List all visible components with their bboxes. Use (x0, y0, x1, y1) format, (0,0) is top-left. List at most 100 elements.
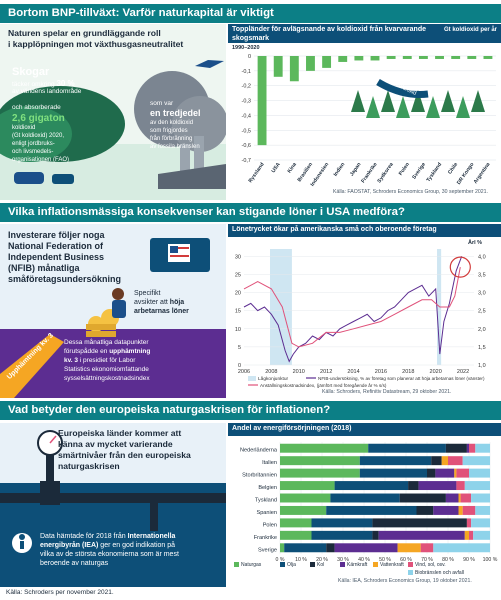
skogar-prefix: täcker omkring (12, 81, 57, 88)
wages-ytick-right: 2,5 (478, 309, 486, 315)
carbon-bar (386, 56, 396, 59)
wages-ytick-right: 2,0 (478, 327, 486, 333)
wages-xtick: 2012 (320, 369, 332, 375)
legend-recession-label: Lågkonjunktur (258, 375, 289, 382)
wages-series-line (243, 267, 461, 348)
energy-bar-segment (466, 443, 469, 453)
energy-chart-title: Andel av energiförsörjningen (2018) (228, 423, 501, 436)
section-header-wages: Vilka inflationsmässiga konsekvenser kan… (0, 203, 501, 222)
wages-detail-bold1: upphämtning (109, 348, 151, 355)
energy-bar-segment (458, 505, 463, 515)
tredjedel-line5: från förbränning (150, 136, 193, 142)
energy-bar-segment (368, 443, 446, 453)
wages-infographic: Investerare följer noga National Federat… (0, 224, 226, 398)
carbon-xtick: Polen (398, 162, 411, 177)
energy-bar-segment (359, 468, 427, 478)
energy-bar-segment (280, 493, 331, 503)
energy-legend-label: Naturgas (241, 562, 262, 568)
wages-ytick-left: 10 (235, 327, 241, 333)
energy-legend-swatch (373, 562, 378, 567)
energy-bar-segment (471, 493, 490, 503)
energy-bar-segment (462, 505, 476, 515)
forest-scene (0, 60, 226, 200)
energy-category-label: Sverige (258, 547, 277, 553)
specifikt-line1: Specifikt (134, 290, 161, 297)
energy-bar-segment (280, 505, 327, 515)
energy-bar-segment (433, 505, 459, 515)
energy-bar-segment (445, 443, 467, 453)
energy-bar-segment (359, 456, 432, 466)
carbon-xtick: Ryssland (248, 162, 266, 184)
forest-intro-line1: Naturen spelar en grundläggande roll (8, 28, 161, 38)
specifikt-line2: avsikter att höja (134, 299, 184, 307)
specifikt-line3: arbetarnas löner (134, 308, 189, 315)
wages-line-chart: 0 5 10 15 20 25 30 1,0 1,5 2,0 2,5 3,0 3,5 4,0 2006 200… (235, 249, 486, 388)
wages-xtick: 2022 (457, 369, 469, 375)
energy-xtick: 10 % (295, 557, 307, 563)
wages-detail-line5: sysselsättningskostnadsindex (64, 375, 150, 382)
carbon-source: Källa: FAOSTAT, Schroders Economics Grou… (333, 189, 488, 195)
tredjedel-bold: en tredjedel (150, 108, 201, 118)
tree-icon (396, 96, 410, 118)
tredjedel-line1: som var (150, 100, 174, 107)
wages-intro-line3: Independent Business (8, 252, 105, 262)
iea-line3: vilka av de största ekonomierna som är m… (40, 551, 179, 558)
wages-detail-line2: förutspådde en upphämtning (64, 348, 150, 355)
energy-bar-segment (431, 456, 442, 466)
energy-bar-segment (280, 543, 285, 553)
energy-bar-segment (458, 493, 461, 503)
wages-chart-title: Lönetrycket ökar på amerikanska små och … (228, 224, 501, 237)
carbon-xtick: Chile (447, 162, 459, 176)
energy-bar-segment (326, 505, 417, 515)
energy-bar-segment (284, 543, 327, 553)
energy-category-label: Polen (263, 522, 277, 528)
absorb-line3: enligt jordbruks- (12, 141, 55, 147)
energy-bar-segment (460, 493, 472, 503)
wages-series-line (243, 256, 463, 363)
energy-legend-label: Kol (317, 562, 324, 568)
iea-line2: energibyrån (IEA) ger en god indikation … (40, 542, 175, 550)
gas-intro-line1: Europeiska länder kommer att (58, 428, 182, 438)
energy-bar-segment (448, 456, 463, 466)
energy-xtick: 90 % (463, 557, 475, 563)
specifikt-bold: höja (169, 299, 185, 306)
energy-bar-segment (433, 543, 490, 553)
iea-bold2: energibyrån (IEA) (40, 542, 99, 549)
energy-bar-segment (330, 493, 400, 503)
energy-bar-segment (399, 493, 446, 503)
carbon-ytick: -0,7 (242, 158, 251, 164)
energy-bar-segment (378, 530, 465, 540)
recession-band (270, 249, 292, 365)
wages-detail-line1: Dessa månatliga datapunkter (64, 339, 149, 346)
energy-category-label: Spanien (256, 510, 277, 516)
wages-ytick-right: 3,0 (478, 291, 486, 297)
skogar-title: Skogar (12, 66, 50, 78)
specifikt-prefix: avsikter att (134, 299, 170, 306)
energy-chart-panel: Andel av energiförsörjningen (2018) 0 % 1… (228, 423, 501, 587)
energy-category-label: Tyskland (255, 497, 277, 503)
carbon-xtick: USA (271, 161, 282, 174)
energy-xtick: 0 % (276, 557, 285, 563)
energy-bar-segment (334, 481, 409, 491)
energy-category-label: Belgien (258, 485, 277, 491)
carbon-bar (322, 56, 332, 68)
energy-xtick: 80 % (442, 557, 454, 563)
iea-line1: Data hämtade för 2018 från Internationel… (40, 533, 175, 541)
energy-category-label: Italien (262, 460, 277, 466)
iea-suffix: ger en god indikation på (98, 542, 176, 549)
energy-category-label: Nederländerna (240, 448, 278, 454)
carbon-bar (273, 56, 283, 77)
energy-bar-segment (397, 543, 421, 553)
carbon-xtick: Tyskland (426, 162, 444, 184)
footer-source: Källa: Schroders per november 2021. (6, 589, 114, 596)
co2-arrow-icon (376, 78, 429, 98)
energy-legend-label: Kärnkraft (347, 562, 368, 568)
wages-intro-line5: småföretagsundersökning (8, 274, 122, 284)
energy-bar-segment (435, 468, 455, 478)
wages-chart-panel: Lönetrycket ökar på amerikanska små och … (228, 224, 501, 398)
energy-bar-segment (280, 530, 312, 540)
energy-bar-segment (311, 530, 373, 540)
tree-icon (471, 90, 485, 112)
wages-detail-line3: kv. 3 i presidiet för Labor (64, 357, 135, 364)
energy-xtick: 60 % (400, 557, 412, 563)
